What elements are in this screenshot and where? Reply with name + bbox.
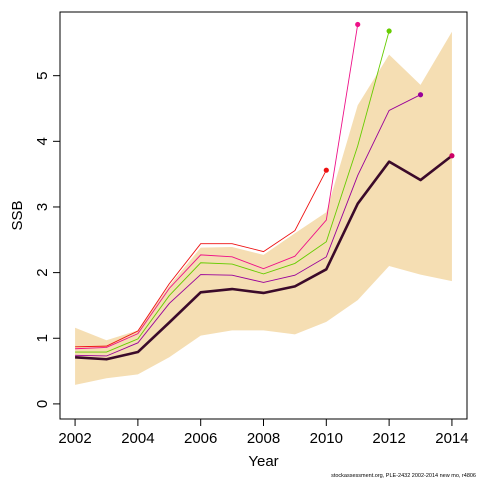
retro-endpoint-2013: [417, 92, 424, 98]
y-tick-label: 3: [34, 203, 51, 211]
retro-line-2010: [75, 169, 327, 348]
x-tick-label: 2002: [58, 430, 91, 447]
retro-endpoint-2011: [355, 21, 361, 28]
x-tick-label: 2012: [372, 430, 405, 447]
x-tick-label: 2010: [310, 430, 343, 447]
y-axis-title: SSB: [9, 200, 26, 230]
axes-layer: 2002 2004 2006 2008 2010 2012 2014 0 1 2 3 4 5: [34, 72, 469, 447]
retro-line-2011: [75, 24, 359, 350]
y-tick-label: 0: [34, 400, 51, 408]
x-axis-title: Year: [248, 453, 278, 470]
x-tick-label: 2006: [184, 430, 217, 447]
y-tick-label: 1: [34, 334, 51, 342]
x-tick-label: 2014: [435, 430, 468, 447]
main-series-endpoint: [449, 153, 455, 159]
retrospective-lines-layer: [75, 21, 424, 357]
source-footer: stockassessment.org, PLE-2432 2002-2014 …: [331, 473, 476, 479]
confidence-band-layer: [75, 31, 452, 385]
retro-endpoint-2010: [323, 167, 329, 173]
x-tick-label: 2008: [247, 430, 280, 447]
confidence-band: [75, 31, 452, 385]
y-tick-label: 2: [34, 268, 51, 276]
main-series-line: [74, 154, 453, 361]
main-series-layer: [74, 153, 455, 361]
retro-line-2013: [75, 94, 421, 357]
y-tick-label: 4: [34, 137, 51, 145]
retro-line-2012: [75, 30, 390, 353]
x-tick-label: 2004: [121, 430, 154, 447]
retro-endpoint-2012: [386, 28, 392, 34]
y-tick-label: 5: [34, 72, 51, 80]
